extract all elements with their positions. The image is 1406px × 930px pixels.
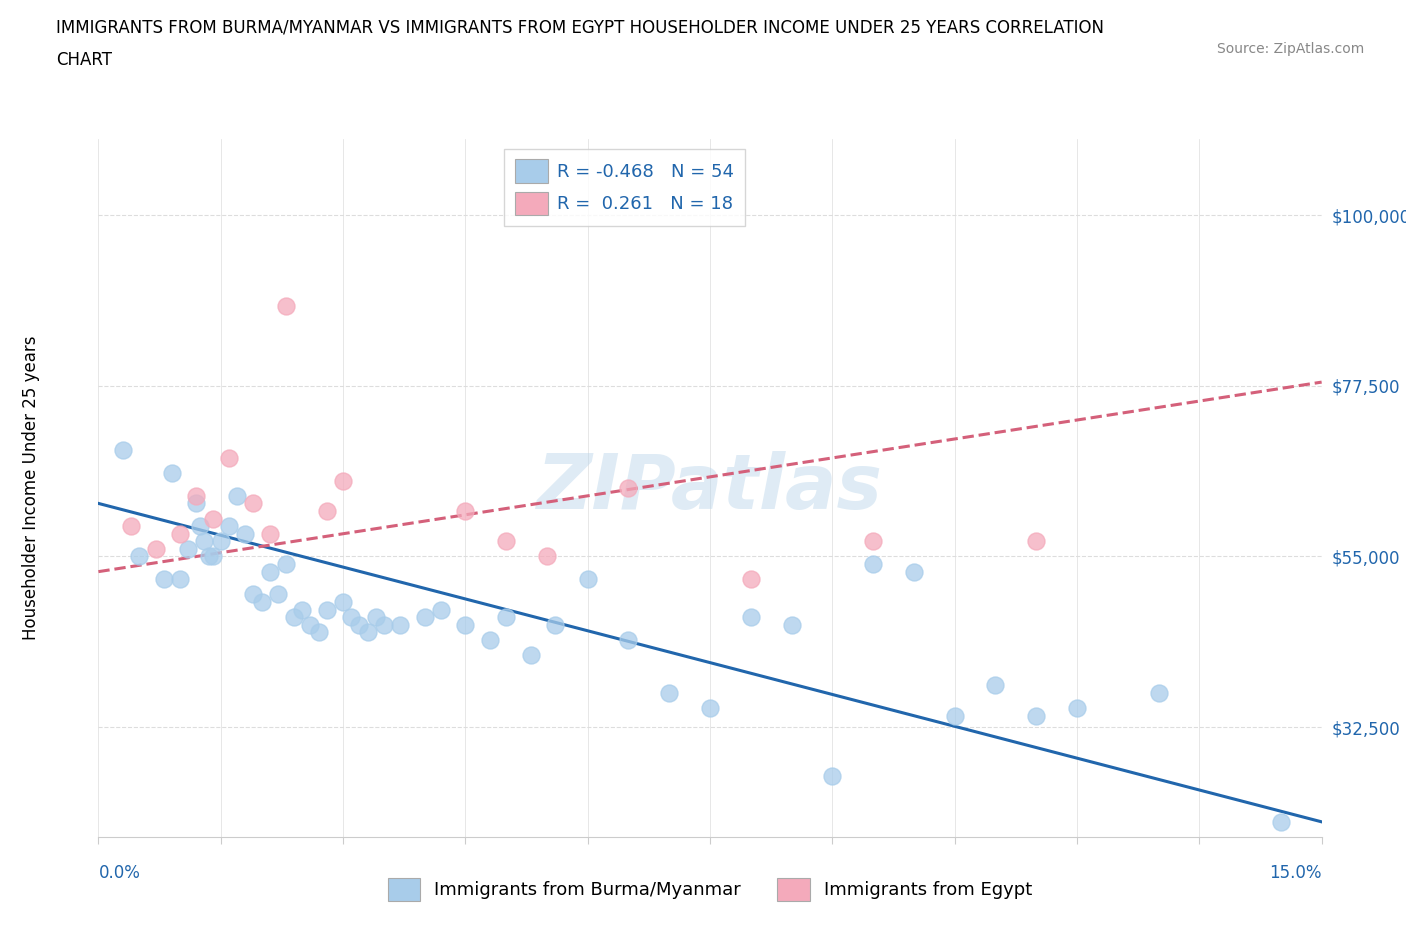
Point <box>308 625 330 640</box>
Point <box>984 678 1007 693</box>
Point <box>373 618 395 632</box>
Point <box>903 565 925 579</box>
Point <box>177 541 200 556</box>
Point <box>315 602 337 617</box>
Point <box>364 610 387 625</box>
Point <box>699 700 721 715</box>
Text: 0.0%: 0.0% <box>98 864 141 882</box>
Point <box>186 488 208 503</box>
Point <box>259 565 281 579</box>
Point <box>283 610 305 625</box>
Point <box>218 450 240 465</box>
Point <box>430 602 453 617</box>
Point <box>233 526 256 541</box>
Point <box>201 512 224 526</box>
Point <box>862 557 884 572</box>
Point <box>617 481 640 496</box>
Text: 15.0%: 15.0% <box>1270 864 1322 882</box>
Point <box>209 534 232 549</box>
Point <box>218 519 240 534</box>
Point <box>193 534 215 549</box>
Point <box>1270 815 1292 830</box>
Point <box>186 496 208 511</box>
Point <box>478 632 501 647</box>
Point <box>169 526 191 541</box>
Point <box>332 594 354 609</box>
Point <box>349 618 371 632</box>
Point <box>1025 709 1047 724</box>
Point <box>242 587 264 602</box>
Point <box>188 519 212 534</box>
Point <box>340 610 363 625</box>
Point <box>201 549 224 564</box>
Point <box>544 618 567 632</box>
Point <box>299 618 322 632</box>
Point <box>332 473 354 488</box>
Point <box>145 541 167 556</box>
Point <box>536 549 558 564</box>
Text: IMMIGRANTS FROM BURMA/MYANMAR VS IMMIGRANTS FROM EGYPT HOUSEHOLDER INCOME UNDER : IMMIGRANTS FROM BURMA/MYANMAR VS IMMIGRA… <box>56 19 1104 36</box>
Text: Source: ZipAtlas.com: Source: ZipAtlas.com <box>1216 42 1364 56</box>
Point <box>495 534 517 549</box>
Text: ZIPatlas: ZIPatlas <box>537 451 883 525</box>
Point <box>250 594 273 609</box>
Point <box>943 709 966 724</box>
Point <box>160 466 183 481</box>
Point <box>389 618 412 632</box>
Point <box>120 519 142 534</box>
Point <box>780 618 803 632</box>
Point <box>111 443 134 458</box>
Text: CHART: CHART <box>56 51 112 69</box>
Point <box>356 625 378 640</box>
Point <box>1147 685 1170 700</box>
Point <box>274 557 297 572</box>
Point <box>576 572 599 587</box>
Point <box>197 549 219 564</box>
Point <box>169 572 191 587</box>
Point <box>862 534 884 549</box>
Point <box>1025 534 1047 549</box>
Point <box>413 610 436 625</box>
Point <box>740 572 762 587</box>
Point <box>821 769 844 784</box>
Point <box>519 647 541 662</box>
Point <box>267 587 290 602</box>
Point <box>128 549 150 564</box>
Point <box>1066 700 1088 715</box>
Point <box>658 685 681 700</box>
Point <box>152 572 174 587</box>
Point <box>242 496 264 511</box>
Point <box>315 503 337 518</box>
Point <box>226 488 249 503</box>
Point <box>454 503 477 518</box>
Point <box>740 610 762 625</box>
Point <box>274 299 297 313</box>
Point <box>617 632 640 647</box>
Point <box>291 602 314 617</box>
Point <box>495 610 517 625</box>
Point <box>454 618 477 632</box>
Text: Householder Income Under 25 years: Householder Income Under 25 years <box>22 336 41 641</box>
Point <box>259 526 281 541</box>
Legend: Immigrants from Burma/Myanmar, Immigrants from Egypt: Immigrants from Burma/Myanmar, Immigrant… <box>380 870 1040 909</box>
